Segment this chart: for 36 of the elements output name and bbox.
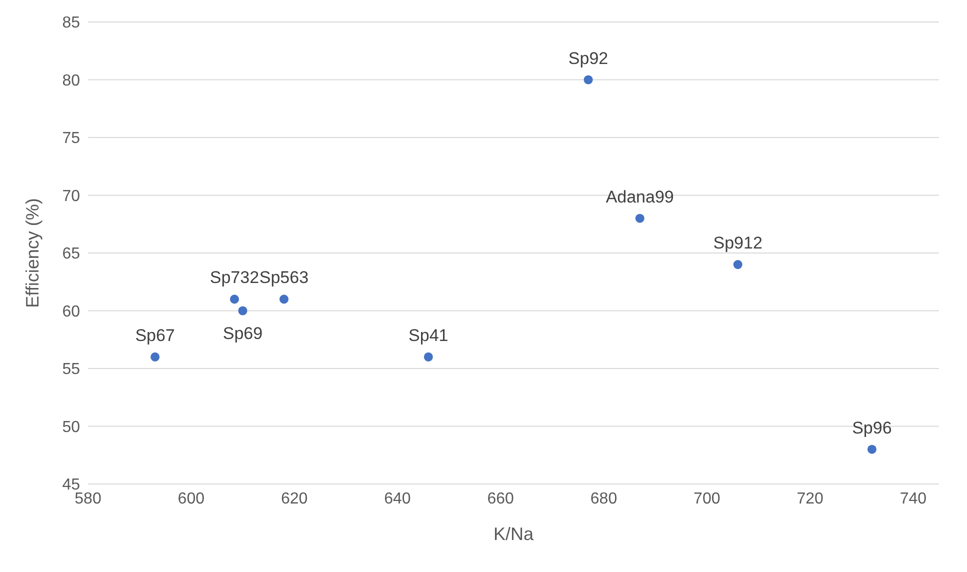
x-tick-label: 660 — [487, 490, 514, 508]
annotation: Sp912 — [713, 234, 762, 253]
annotation: Sp96 — [852, 418, 892, 438]
y-tick-label: 65 — [62, 246, 80, 263]
annotation: Sp732 — [210, 268, 260, 288]
point — [238, 306, 248, 316]
annotation: Sp92 — [568, 48, 608, 68]
annotation: Sp67 — [135, 326, 175, 345]
x-tick-label: 640 — [384, 490, 411, 508]
y-tick-label: 60 — [62, 303, 80, 320]
y-tick-label: 80 — [62, 72, 80, 90]
annotation: Adana99 — [606, 187, 674, 206]
x-tick-label: 680 — [590, 490, 618, 508]
x-tick-label: 720 — [796, 490, 824, 508]
point — [733, 260, 742, 270]
annotation: Sp69 — [222, 324, 263, 343]
annotation: Sp563 — [259, 268, 309, 288]
y-tick-label: 55 — [62, 361, 80, 378]
x-tick-label: 740 — [900, 490, 927, 508]
x-tick-label: 600 — [178, 490, 205, 508]
y-tick-label: 85 — [62, 14, 80, 32]
point — [424, 352, 433, 362]
point — [279, 294, 288, 304]
x-tick-label: 620 — [280, 490, 308, 508]
y-axis-title: Efficiency (%) — [22, 198, 42, 308]
point — [150, 352, 160, 362]
x-tick-label: 700 — [694, 490, 720, 508]
x-axis-title: K/Na — [493, 524, 534, 544]
point — [584, 75, 593, 84]
point — [635, 214, 644, 223]
point — [867, 444, 876, 454]
y-tick-label: 70 — [62, 188, 80, 205]
y-tick-label: 50 — [62, 418, 80, 436]
point — [230, 294, 239, 304]
annotation: Sp41 — [408, 326, 448, 345]
y-tick-label: 75 — [62, 130, 80, 148]
